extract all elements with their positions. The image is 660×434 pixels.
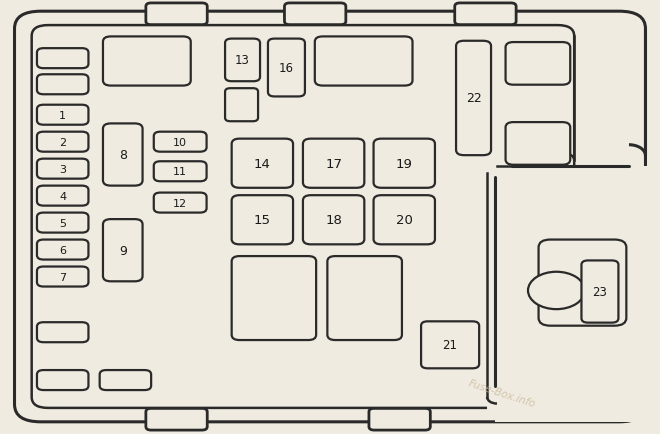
Text: 4: 4 [59, 191, 66, 201]
FancyBboxPatch shape [421, 322, 479, 368]
Text: 22: 22 [466, 92, 481, 105]
FancyBboxPatch shape [225, 89, 258, 122]
Text: 8: 8 [119, 149, 127, 161]
FancyBboxPatch shape [232, 139, 293, 188]
Circle shape [528, 272, 585, 309]
FancyBboxPatch shape [146, 4, 207, 26]
Circle shape [508, 44, 564, 82]
FancyBboxPatch shape [103, 220, 143, 282]
FancyBboxPatch shape [37, 159, 88, 179]
FancyBboxPatch shape [37, 49, 88, 69]
Text: 5: 5 [59, 218, 66, 228]
Text: 11: 11 [173, 167, 187, 177]
FancyBboxPatch shape [37, 213, 88, 233]
Text: Fuse-Box.info: Fuse-Box.info [467, 377, 537, 408]
FancyBboxPatch shape [581, 261, 618, 323]
FancyBboxPatch shape [100, 370, 151, 390]
FancyBboxPatch shape [506, 123, 570, 165]
FancyBboxPatch shape [37, 267, 88, 287]
FancyBboxPatch shape [374, 139, 435, 188]
FancyBboxPatch shape [303, 139, 364, 188]
FancyBboxPatch shape [506, 43, 570, 85]
FancyBboxPatch shape [32, 26, 574, 408]
Text: 12: 12 [173, 198, 187, 208]
Text: 18: 18 [325, 214, 342, 227]
Text: 7: 7 [59, 272, 66, 282]
Text: 13: 13 [235, 54, 250, 67]
FancyBboxPatch shape [37, 240, 88, 260]
Text: 10: 10 [173, 138, 187, 147]
Text: 14: 14 [254, 158, 271, 170]
FancyBboxPatch shape [232, 256, 316, 340]
FancyBboxPatch shape [15, 12, 645, 422]
Text: 2: 2 [59, 138, 66, 147]
FancyBboxPatch shape [154, 162, 207, 182]
Text: 9: 9 [119, 244, 127, 257]
Text: 19: 19 [396, 158, 412, 170]
FancyBboxPatch shape [303, 196, 364, 245]
Polygon shape [495, 167, 652, 422]
FancyBboxPatch shape [37, 370, 88, 390]
FancyBboxPatch shape [37, 132, 88, 152]
FancyBboxPatch shape [103, 37, 191, 86]
Circle shape [508, 125, 564, 163]
FancyBboxPatch shape [315, 37, 412, 86]
Text: 6: 6 [59, 245, 66, 255]
FancyBboxPatch shape [284, 4, 346, 26]
Text: 15: 15 [254, 214, 271, 227]
FancyBboxPatch shape [268, 39, 305, 97]
FancyBboxPatch shape [37, 186, 88, 206]
FancyBboxPatch shape [455, 4, 516, 26]
Text: 16: 16 [279, 62, 294, 75]
Text: 17: 17 [325, 158, 342, 170]
Text: 1: 1 [59, 111, 66, 120]
FancyBboxPatch shape [154, 193, 207, 213]
Polygon shape [487, 167, 581, 412]
FancyBboxPatch shape [37, 105, 88, 125]
FancyBboxPatch shape [539, 240, 626, 326]
FancyBboxPatch shape [154, 132, 207, 152]
Text: 23: 23 [593, 286, 607, 298]
FancyBboxPatch shape [103, 124, 143, 186]
FancyBboxPatch shape [369, 408, 430, 430]
FancyBboxPatch shape [232, 196, 293, 245]
FancyBboxPatch shape [37, 322, 88, 342]
FancyBboxPatch shape [37, 75, 88, 95]
FancyBboxPatch shape [327, 256, 402, 340]
FancyBboxPatch shape [225, 39, 260, 82]
FancyBboxPatch shape [146, 408, 207, 430]
FancyBboxPatch shape [456, 42, 491, 156]
FancyBboxPatch shape [374, 196, 435, 245]
Text: 20: 20 [396, 214, 412, 227]
Text: 21: 21 [443, 339, 457, 352]
Text: 3: 3 [59, 164, 66, 174]
